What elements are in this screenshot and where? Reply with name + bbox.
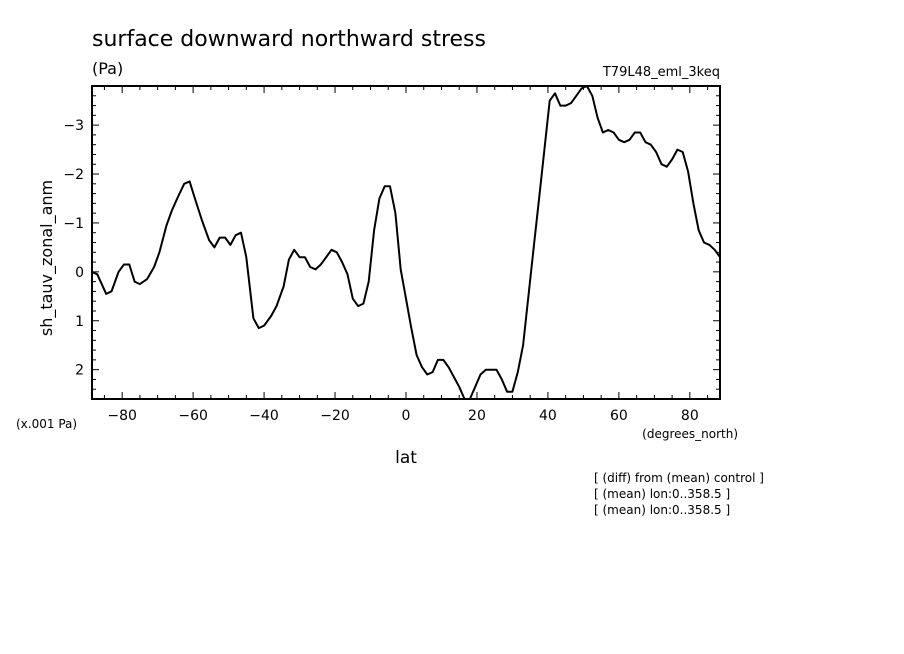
x-tick-label: 60	[610, 408, 628, 424]
x-tick-label: −60	[178, 408, 208, 424]
note-line-1: [ (diff) from (mean) control ]	[594, 471, 764, 485]
x-units-label: (degrees_north)	[642, 427, 738, 441]
series-line	[91, 85, 721, 400]
y-tick-label: −1	[63, 216, 84, 232]
note-line-2: [ (mean) lon:0..358.5 ]	[594, 487, 730, 501]
y-tick-labels: 2 1 0 −1 −2 −3	[63, 118, 84, 379]
y-tick-label: 1	[75, 314, 84, 330]
x-tick-label: 0	[402, 408, 411, 424]
chart-title: surface downward northward stress	[92, 27, 486, 52]
x-tick-label: 40	[539, 408, 557, 424]
y-tick-label: −2	[63, 167, 84, 183]
units-label: (Pa)	[92, 59, 123, 78]
plot-frame	[91, 85, 721, 400]
x-tick-label: 20	[468, 408, 486, 424]
y-tick-label: 2	[75, 363, 84, 379]
x-axis-label: lat	[395, 448, 417, 468]
x-tick-labels: −80 −60 −40 −20 0 20 40 60 80	[107, 408, 698, 424]
y-tick-label: 0	[75, 265, 84, 281]
run-label: T79L48_eml_3keq	[602, 65, 720, 80]
y-scale-label: (x.001 Pa)	[16, 417, 77, 431]
axis-ticks	[92, 85, 720, 400]
note-line-3: [ (mean) lon:0..358.5 ]	[594, 503, 730, 517]
x-tick-label: −20	[320, 408, 350, 424]
x-tick-label: 80	[681, 408, 699, 424]
x-tick-label: −80	[107, 408, 137, 424]
y-tick-label: −3	[63, 118, 84, 134]
y-axis-label: sh_tauv_zonal_anm	[37, 180, 57, 336]
x-tick-label: −40	[249, 408, 279, 424]
